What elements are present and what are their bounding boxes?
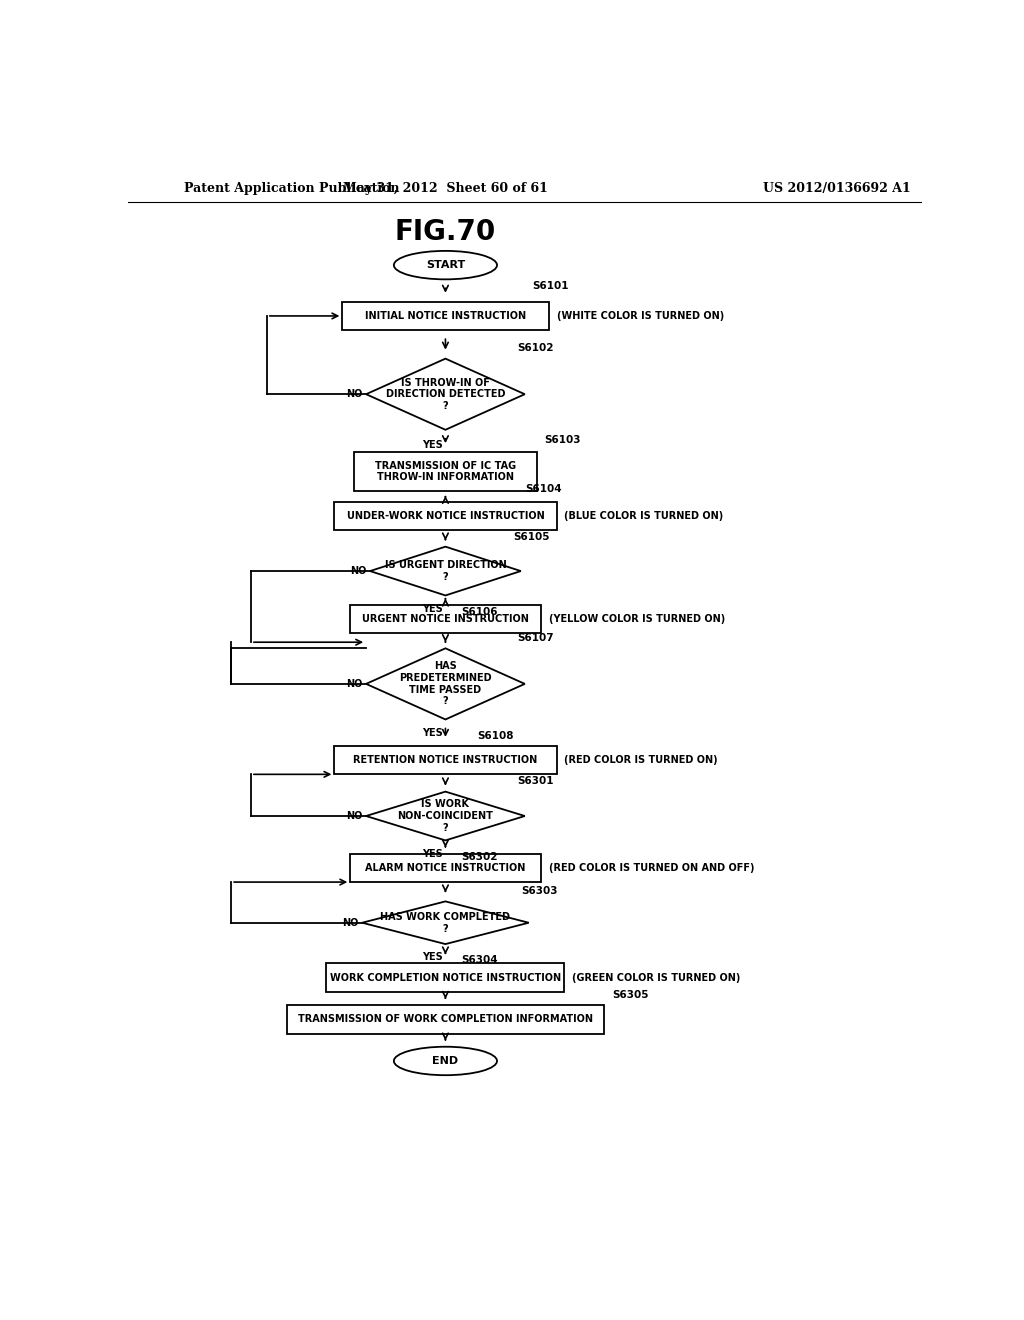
Text: YES: YES: [422, 603, 442, 614]
Text: INITIAL NOTICE INSTRUCTION: INITIAL NOTICE INSTRUCTION: [365, 312, 526, 321]
FancyBboxPatch shape: [350, 854, 541, 882]
Text: YES: YES: [422, 849, 442, 858]
Text: (YELLOW COLOR IS TURNED ON): (YELLOW COLOR IS TURNED ON): [549, 614, 725, 624]
Text: May 31, 2012  Sheet 60 of 61: May 31, 2012 Sheet 60 of 61: [343, 182, 548, 195]
Text: ALARM NOTICE INSTRUCTION: ALARM NOTICE INSTRUCTION: [366, 863, 525, 873]
Text: (BLUE COLOR IS TURNED ON): (BLUE COLOR IS TURNED ON): [564, 511, 724, 521]
Text: NO: NO: [346, 678, 362, 689]
Text: NO: NO: [346, 810, 362, 821]
Ellipse shape: [394, 251, 497, 280]
Text: (RED COLOR IS TURNED ON): (RED COLOR IS TURNED ON): [564, 755, 718, 766]
Text: (WHITE COLOR IS TURNED ON): (WHITE COLOR IS TURNED ON): [557, 312, 724, 321]
FancyBboxPatch shape: [334, 746, 557, 775]
Text: S6106: S6106: [462, 607, 498, 616]
FancyBboxPatch shape: [327, 964, 564, 991]
Polygon shape: [362, 902, 528, 944]
Text: HAS
PREDETERMINED
TIME PASSED
?: HAS PREDETERMINED TIME PASSED ?: [399, 661, 492, 706]
Text: UNDER-WORK NOTICE INSTRUCTION: UNDER-WORK NOTICE INSTRUCTION: [346, 511, 545, 521]
Polygon shape: [370, 546, 521, 595]
FancyBboxPatch shape: [287, 1005, 604, 1034]
Text: S6302: S6302: [462, 851, 498, 862]
Text: S6303: S6303: [521, 886, 557, 896]
Text: (GREEN COLOR IS TURNED ON): (GREEN COLOR IS TURNED ON): [572, 973, 740, 982]
Text: Patent Application Publication: Patent Application Publication: [183, 182, 399, 195]
FancyBboxPatch shape: [342, 302, 549, 330]
Text: IS WORK
NON-COINCIDENT
?: IS WORK NON-COINCIDENT ?: [397, 800, 494, 833]
Text: HAS WORK COMPLETED
?: HAS WORK COMPLETED ?: [381, 912, 510, 933]
Text: S6104: S6104: [524, 483, 561, 494]
FancyBboxPatch shape: [354, 453, 537, 491]
Text: (RED COLOR IS TURNED ON AND OFF): (RED COLOR IS TURNED ON AND OFF): [549, 863, 754, 873]
Text: S6301: S6301: [517, 776, 553, 787]
Text: YES: YES: [422, 440, 442, 450]
Text: NO: NO: [346, 389, 362, 399]
Polygon shape: [367, 359, 524, 430]
Ellipse shape: [394, 1047, 497, 1076]
Text: S6102: S6102: [517, 343, 553, 354]
FancyBboxPatch shape: [350, 605, 541, 634]
Text: NO: NO: [342, 917, 358, 928]
Text: S6305: S6305: [612, 990, 648, 999]
Text: S6103: S6103: [545, 436, 582, 445]
Text: S6304: S6304: [462, 956, 498, 965]
Text: S6101: S6101: [532, 281, 569, 292]
Text: TRANSMISSION OF IC TAG
THROW-IN INFORMATION: TRANSMISSION OF IC TAG THROW-IN INFORMAT…: [375, 461, 516, 482]
Text: URGENT NOTICE INSTRUCTION: URGENT NOTICE INSTRUCTION: [362, 614, 528, 624]
Text: TRANSMISSION OF WORK COMPLETION INFORMATION: TRANSMISSION OF WORK COMPLETION INFORMAT…: [298, 1014, 593, 1024]
FancyBboxPatch shape: [334, 502, 557, 531]
Text: S6108: S6108: [477, 731, 514, 741]
Polygon shape: [367, 648, 524, 719]
Text: IS THROW-IN OF
DIRECTION DETECTED
?: IS THROW-IN OF DIRECTION DETECTED ?: [386, 378, 505, 411]
Text: END: END: [432, 1056, 459, 1067]
Text: YES: YES: [422, 952, 442, 962]
Text: NO: NO: [350, 566, 367, 576]
Text: US 2012/0136692 A1: US 2012/0136692 A1: [763, 182, 910, 195]
Text: START: START: [426, 260, 465, 271]
Polygon shape: [367, 792, 524, 841]
Text: S6107: S6107: [517, 634, 554, 643]
Text: FIG.70: FIG.70: [395, 218, 496, 246]
Text: WORK COMPLETION NOTICE INSTRUCTION: WORK COMPLETION NOTICE INSTRUCTION: [330, 973, 561, 982]
Text: YES: YES: [422, 727, 442, 738]
Text: IS URGENT DIRECTION
?: IS URGENT DIRECTION ?: [385, 560, 506, 582]
Text: RETENTION NOTICE INSTRUCTION: RETENTION NOTICE INSTRUCTION: [353, 755, 538, 766]
Text: S6105: S6105: [513, 532, 550, 541]
